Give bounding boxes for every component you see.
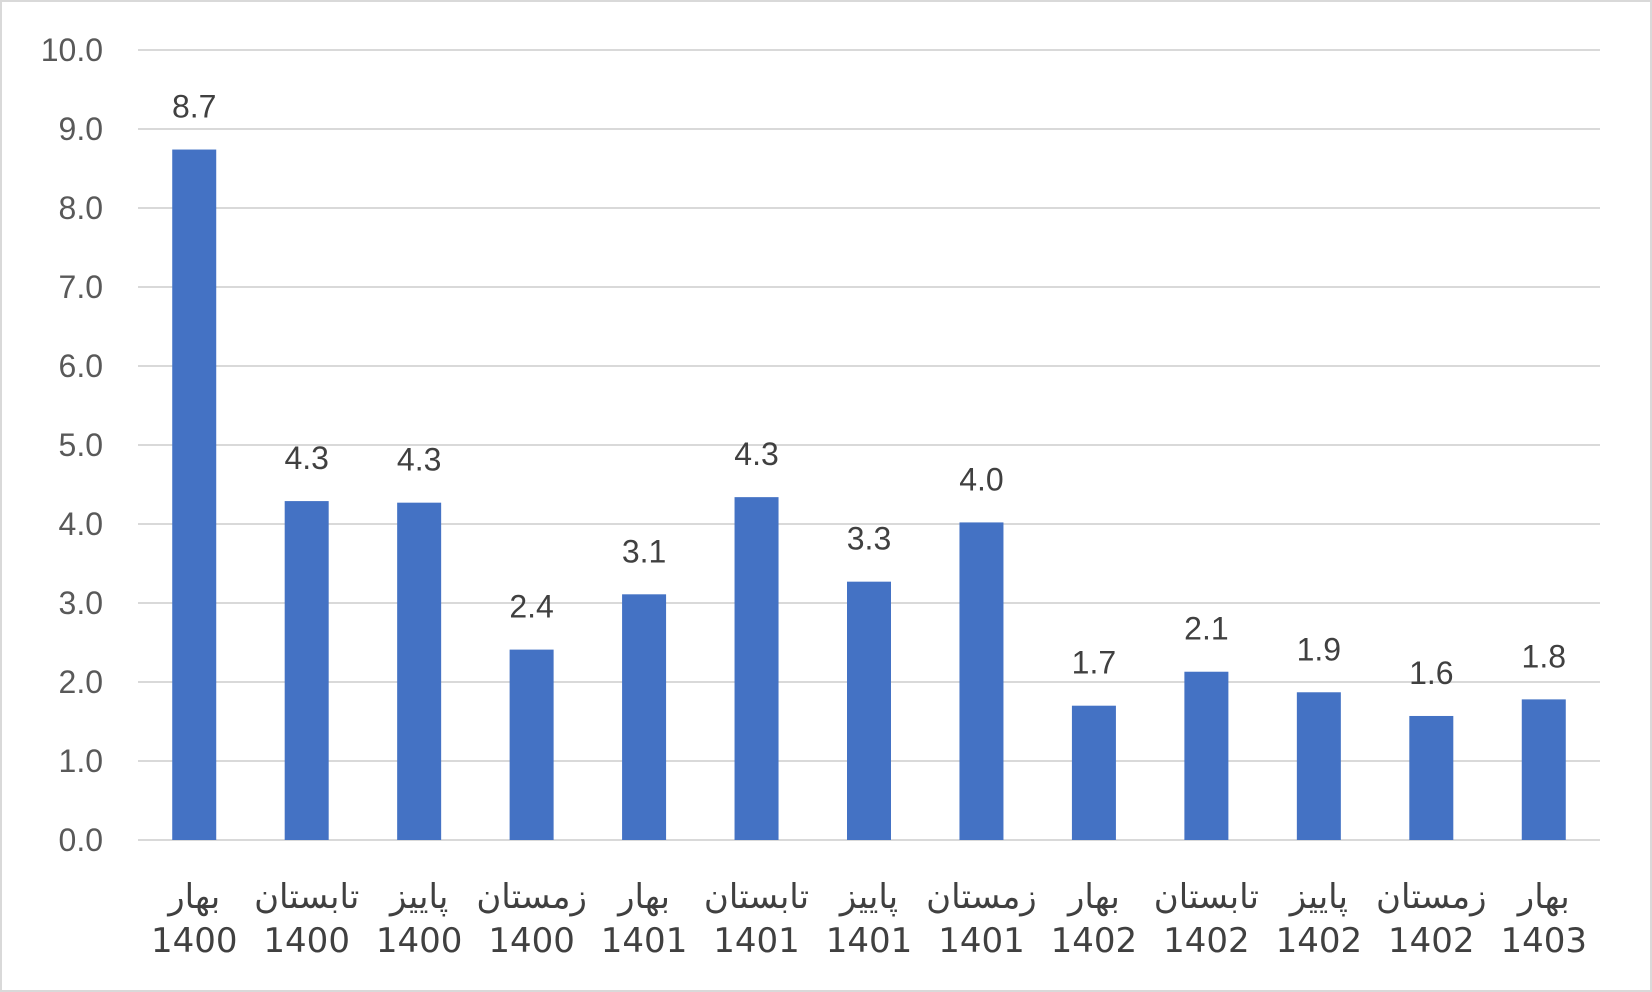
y-tick-label: 0.0	[59, 822, 103, 858]
data-label: 4.3	[397, 442, 441, 478]
category-label-season: بهار	[1516, 877, 1570, 917]
category-label-year: 1402	[1388, 921, 1475, 961]
data-labels: 8.7 4.3 4.3 2.4 3.1 4.3 3.3 4.0 1.7 2.1 1.9 1.6 1.8	[172, 89, 1566, 691]
bar	[959, 522, 1004, 840]
gridlines	[138, 49, 1600, 841]
category-label-year: 1400	[151, 921, 238, 961]
category-label-season: بهار	[1066, 877, 1120, 917]
category-label-year: 1400	[263, 921, 350, 961]
y-tick-label: 10.0	[41, 32, 103, 68]
category-label-year: 1401	[601, 921, 688, 961]
bar	[622, 594, 667, 840]
y-tick-label: 8.0	[59, 190, 103, 226]
category-label-season: بهار	[166, 877, 220, 917]
bars	[172, 149, 1566, 841]
data-label: 2.1	[1184, 611, 1228, 647]
data-label: 3.1	[622, 533, 666, 569]
bar	[284, 501, 329, 840]
category-label-year: 1402	[1051, 921, 1138, 961]
category-label-season: زمستان	[1376, 877, 1487, 917]
bar	[847, 581, 891, 840]
data-label: 4.3	[284, 440, 328, 476]
category-label-season: تابستان	[704, 877, 809, 917]
bar	[1409, 715, 1454, 840]
data-label: 4.0	[959, 461, 1003, 497]
data-label: 8.7	[172, 89, 216, 125]
bar	[1521, 699, 1566, 840]
category-label-season: بهار	[616, 877, 670, 917]
y-tick-label: 3.0	[59, 585, 103, 621]
category-label-season: پاییز	[838, 877, 898, 917]
category-label-season: زمستان	[926, 877, 1037, 917]
category-label-year: 1401	[826, 921, 913, 961]
category-label-season: پاییز	[1288, 877, 1348, 917]
y-tick-label: 9.0	[59, 111, 103, 147]
category-label-year: 1402	[1163, 921, 1250, 961]
bar	[509, 649, 554, 840]
bar	[1071, 705, 1116, 840]
category-label-season: زمستان	[476, 877, 587, 917]
category-label-year: 1400	[376, 921, 463, 961]
y-tick-label: 6.0	[59, 348, 103, 384]
bar	[397, 502, 442, 840]
y-tick-label: 2.0	[59, 664, 103, 700]
data-label: 1.7	[1072, 645, 1116, 681]
data-label: 2.4	[509, 589, 553, 625]
category-label-season: تابستان	[254, 877, 359, 917]
data-label: 1.6	[1409, 655, 1453, 691]
category-label-year: 1403	[1501, 921, 1588, 961]
data-label: 4.3	[734, 436, 778, 472]
data-label: 1.8	[1522, 638, 1566, 674]
category-label-year: 1402	[1276, 921, 1363, 961]
data-label: 3.3	[847, 521, 891, 557]
category-label-season: تابستان	[1154, 877, 1259, 917]
y-axis-tick-labels: 0.0 1.0 2.0 3.0 4.0 5.0 6.0 7.0 8.0 9.0 10.0	[41, 32, 103, 858]
category-label-year: 1401	[713, 921, 800, 961]
category-label-season: پاییز	[388, 877, 448, 917]
y-tick-label: 4.0	[59, 506, 103, 542]
data-label: 1.9	[1297, 631, 1341, 667]
category-label-year: 1401	[938, 921, 1025, 961]
category-label-year: 1400	[488, 921, 575, 961]
bar	[1296, 692, 1341, 840]
y-tick-label: 1.0	[59, 743, 103, 779]
bar	[1184, 671, 1229, 840]
bar	[734, 497, 779, 840]
y-tick-label: 7.0	[59, 269, 103, 305]
bar	[172, 149, 217, 841]
x-axis-category-labels: بهار1400تابستان1400پاییز1400زمستان1400به…	[151, 877, 1587, 961]
y-tick-label: 5.0	[59, 427, 103, 463]
